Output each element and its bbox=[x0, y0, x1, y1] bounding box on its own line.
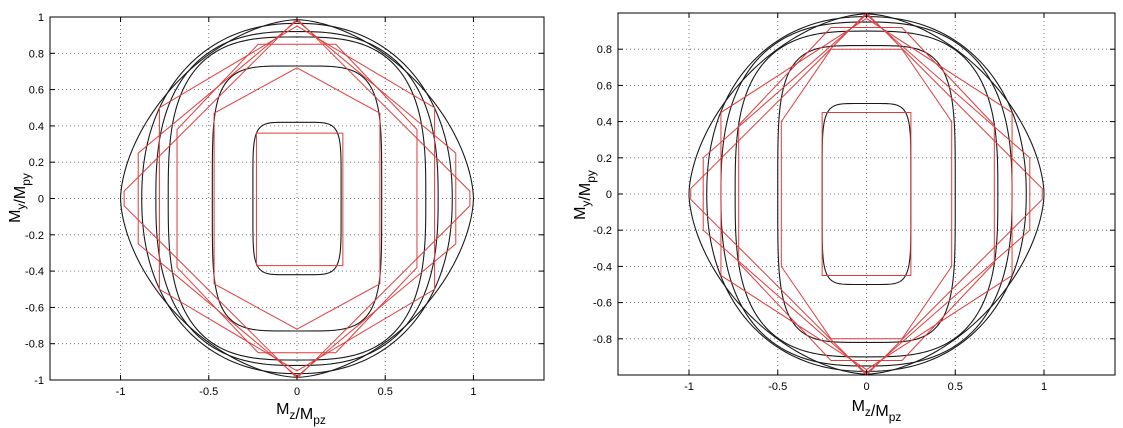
black-curve-4 bbox=[777, 45, 956, 343]
black-curve-1 bbox=[706, 16, 1027, 372]
black-curve-5 bbox=[252, 121, 342, 276]
black-curve-4 bbox=[211, 65, 383, 332]
x-tick-label: 0.5 bbox=[948, 381, 963, 393]
y-tick-label: -0.8 bbox=[593, 334, 612, 346]
red-curve-8 bbox=[176, 43, 418, 354]
y-tick-label: 0.4 bbox=[597, 117, 612, 129]
red-curve-8 bbox=[738, 26, 995, 362]
y-tick-label: 0 bbox=[38, 194, 44, 206]
black-curve-0 bbox=[688, 13, 1045, 375]
red-curve-6 bbox=[255, 132, 344, 267]
x-tick-label: -1 bbox=[684, 381, 694, 393]
right-chart-panel: -1 -0.5 0 0.5 1 -0.8 -0.6 -0.4 -0.2 0 0.2 0.4 0.6 0.8… bbox=[563, 0, 1123, 428]
black-curve-0 bbox=[120, 19, 474, 378]
y-tick-label: -0.2 bbox=[593, 225, 612, 237]
y-axis-label: My/Mpy bbox=[7, 173, 33, 223]
y-tick-label: 0.2 bbox=[597, 153, 612, 165]
black-curve-2 bbox=[155, 30, 439, 367]
right-chart: -1 -0.5 0 0.5 1 -0.8 -0.6 -0.4 -0.2 0 0.2 0.4 0.6 0.8… bbox=[572, 12, 1116, 424]
x-tick-label: -0.5 bbox=[199, 386, 218, 398]
y-tick-label: -0.4 bbox=[593, 261, 612, 273]
left-chart: -1 -0.5 0 0.5 1 -1 -0.8 -0.6 -0.4 -0.2 0 0.2 0.4 0.6 0… bbox=[7, 12, 545, 427]
x-axis-label: Mz/Mpz bbox=[276, 401, 326, 427]
x-tick-label: -0.5 bbox=[768, 381, 787, 393]
red-curve-7 bbox=[780, 48, 953, 340]
x-tick-label: 0 bbox=[294, 386, 300, 398]
y-tick-label: 0.8 bbox=[29, 48, 44, 60]
x-tick-label: 0 bbox=[863, 381, 869, 393]
black-curve-3 bbox=[167, 36, 427, 361]
y-tick-label: -0.6 bbox=[593, 298, 612, 310]
y-tick-label: 1 bbox=[38, 12, 44, 24]
x-tick-label: 1 bbox=[470, 386, 476, 398]
y-tick-label: -1 bbox=[34, 375, 44, 387]
red-curve-7 bbox=[213, 67, 381, 330]
black-curve-3 bbox=[734, 30, 999, 358]
y-tick-label: -0.4 bbox=[25, 266, 44, 278]
y-tick-label: 0 bbox=[606, 189, 612, 201]
y-tick-label: 0.2 bbox=[29, 157, 44, 169]
y-tick-label: 0.6 bbox=[29, 85, 44, 97]
left-chart-panel: -1 -0.5 0 0.5 1 -1 -0.8 -0.6 -0.4 -0.2 0 0.2 0.4 0.6 0… bbox=[0, 0, 560, 428]
red-curve-9 bbox=[720, 18, 1013, 371]
x-axis-label: Mz/Mpz bbox=[852, 398, 902, 424]
y-tick-label: 0.6 bbox=[597, 80, 612, 92]
y-tick-label: -0.8 bbox=[25, 339, 44, 351]
x-tick-label: -1 bbox=[116, 386, 126, 398]
y-axis-label: My/Mpy bbox=[572, 170, 598, 220]
y-tick-label: 0.8 bbox=[597, 44, 612, 56]
black-curve-1 bbox=[141, 22, 453, 375]
y-tick-label: 0.4 bbox=[29, 121, 44, 133]
y-tick-label: -0.6 bbox=[25, 302, 44, 314]
x-tick-label: 0.5 bbox=[378, 386, 393, 398]
y-tick-label: -0.2 bbox=[25, 230, 44, 242]
x-tick-label: 1 bbox=[1041, 381, 1047, 393]
red-curve-9 bbox=[158, 25, 436, 372]
red-curve-6 bbox=[821, 112, 912, 276]
